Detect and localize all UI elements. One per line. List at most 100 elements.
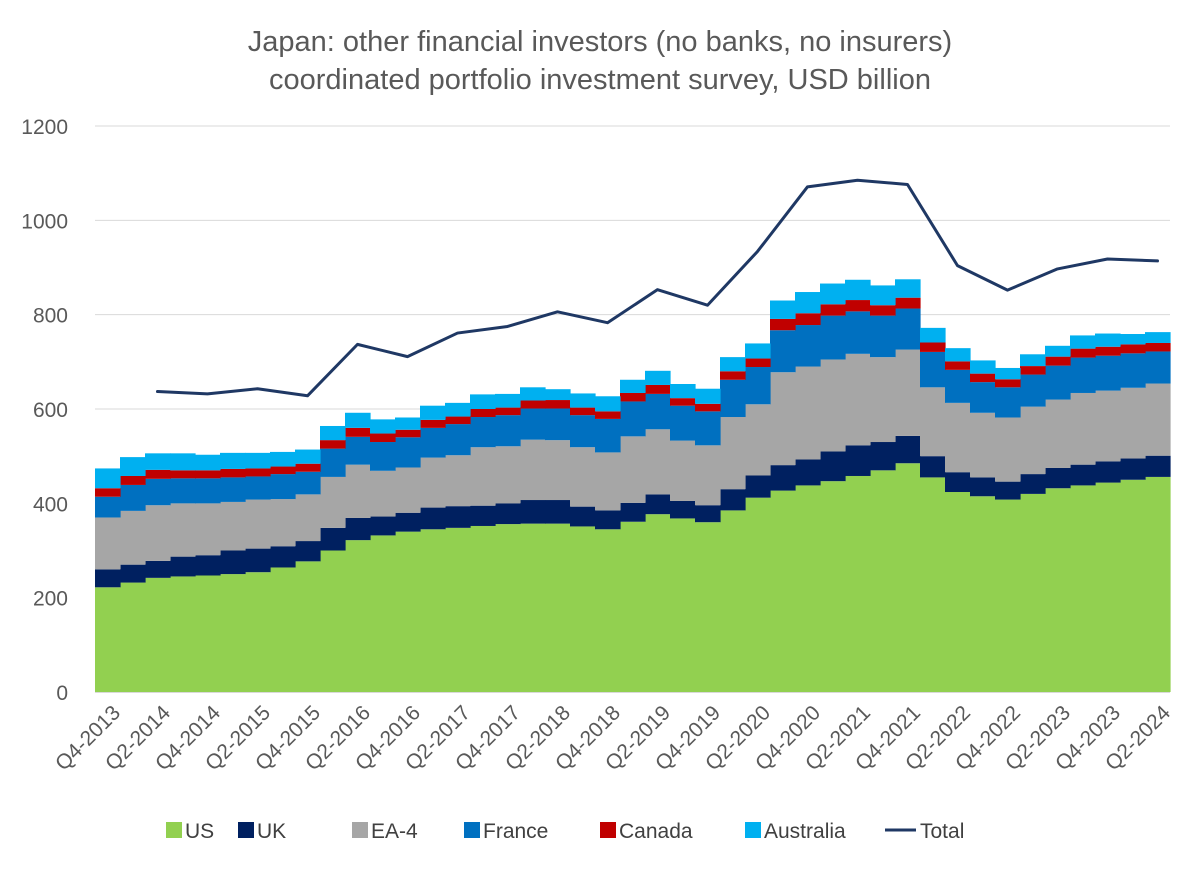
area-segment-uk-10 [345, 517, 371, 541]
area-segment-australia-27 [770, 300, 796, 319]
area-segment-australia-21 [620, 379, 646, 393]
area-segment-us-19 [570, 526, 596, 692]
area-segment-uk-5 [220, 550, 246, 575]
area-segment-uk-26 [745, 475, 771, 498]
area-segment-us-18 [545, 523, 571, 692]
area-segment-ea-4-9 [320, 476, 346, 528]
area-segment-uk-40 [1095, 461, 1121, 483]
area-segment-australia-5 [220, 452, 246, 469]
area-segment-australia-2 [145, 453, 171, 470]
area-segment-canada-37 [1020, 366, 1046, 375]
area-segment-ea-4-39 [1070, 392, 1096, 465]
area-segment-australia-12 [395, 417, 421, 430]
area-segment-uk-32 [895, 435, 921, 464]
area-segment-us-15 [470, 525, 496, 692]
area-segment-ea-4-38 [1045, 399, 1071, 468]
area-segment-france-34 [945, 369, 971, 403]
area-segment-australia-38 [1045, 345, 1071, 357]
area-segment-us-24 [695, 522, 721, 692]
area-segment-canada-28 [795, 313, 821, 326]
area-segment-ea-4-32 [895, 349, 921, 436]
area-segment-australia-22 [645, 370, 671, 385]
area-segment-ea-4-23 [670, 440, 696, 501]
legend-swatch-canada [600, 822, 616, 838]
chart-subtitle: coordinated portfolio investment survey,… [269, 64, 931, 96]
legend-label-canada: Canada [619, 820, 693, 843]
legend-item-uk: UK [238, 820, 286, 843]
legend-item-ea-4: EA-4 [352, 820, 418, 843]
legend-label-total: Total [920, 820, 964, 843]
area-segment-uk-14 [445, 506, 471, 528]
area-segment-australia-20 [595, 396, 621, 412]
area-segment-ea-4-22 [645, 429, 671, 495]
area-segment-uk-3 [170, 556, 196, 577]
legend-swatch-ea-4 [352, 822, 368, 838]
legend-label-france: France [483, 820, 548, 843]
area-segment-ea-4-33 [920, 387, 946, 457]
area-segment-uk-13 [420, 507, 446, 530]
area-segment-australia-34 [945, 348, 971, 362]
area-segment-canada-29 [820, 304, 846, 316]
area-segment-ea-4-7 [270, 499, 296, 547]
area-segment-ea-4-2 [145, 505, 171, 561]
area-segment-canada-0 [95, 488, 121, 497]
area-segment-france-32 [895, 308, 921, 350]
area-segment-australia-11 [370, 419, 396, 434]
area-segment-france-10 [345, 436, 371, 465]
area-segment-uk-38 [1045, 467, 1071, 489]
legend-label-us: US [185, 820, 214, 843]
area-segment-uk-8 [295, 541, 321, 562]
area-segment-france-42 [1145, 351, 1171, 384]
area-segment-ea-4-5 [220, 501, 246, 551]
legend-label-ea-4: EA-4 [371, 820, 418, 843]
area-segment-uk-35 [970, 477, 996, 497]
area-segment-uk-0 [95, 569, 121, 588]
area-segment-canada-11 [370, 433, 396, 443]
area-segment-uk-37 [1020, 474, 1046, 494]
area-segment-canada-7 [270, 466, 296, 475]
area-segment-france-4 [195, 478, 221, 504]
area-segment-us-38 [1045, 488, 1071, 692]
area-segment-canada-5 [220, 468, 246, 478]
area-segment-australia-9 [320, 425, 346, 441]
area-segment-ea-4-26 [745, 404, 771, 476]
area-segment-uk-29 [820, 451, 846, 482]
area-segment-canada-39 [1070, 348, 1096, 358]
area-segment-ea-4-42 [1145, 383, 1171, 456]
area-segment-canada-15 [470, 409, 496, 418]
area-segment-ea-4-30 [845, 353, 871, 446]
area-segment-ea-4-14 [445, 455, 471, 507]
area-segment-france-13 [420, 427, 446, 458]
area-segment-france-21 [620, 401, 646, 437]
area-segment-france-9 [320, 448, 346, 477]
area-segment-france-7 [270, 474, 296, 500]
area-segment-uk-39 [1070, 464, 1096, 486]
area-segment-australia-32 [895, 279, 921, 298]
area-segment-france-14 [445, 424, 471, 456]
area-segment-canada-14 [445, 416, 471, 425]
area-segment-australia-15 [470, 394, 496, 409]
area-segment-us-4 [195, 575, 221, 692]
y-tick-label-1000: 1000 [21, 210, 68, 233]
area-segment-us-13 [420, 529, 446, 692]
area-segment-us-32 [895, 463, 921, 692]
area-segment-ea-4-3 [170, 503, 196, 557]
area-segment-canada-40 [1095, 346, 1121, 356]
area-segment-uk-36 [995, 481, 1021, 500]
area-segment-australia-17 [520, 387, 546, 401]
area-segment-france-33 [920, 351, 946, 388]
area-segment-uk-31 [870, 442, 896, 471]
area-segment-uk-21 [620, 502, 646, 522]
area-segment-uk-16 [495, 503, 521, 525]
area-segment-uk-42 [1145, 455, 1171, 477]
area-segment-uk-25 [720, 489, 746, 511]
area-segment-us-31 [870, 470, 896, 692]
area-segment-france-24 [695, 411, 721, 446]
legend-item-us: US [166, 820, 214, 843]
area-segment-us-30 [845, 475, 871, 692]
area-segment-us-22 [645, 514, 671, 692]
area-segment-us-25 [720, 510, 746, 692]
x-axis: Q4-2013Q2-2014Q4-2014Q2-2015Q4-2015Q2-20… [51, 692, 1175, 775]
area-segment-ea-4-35 [970, 412, 996, 478]
